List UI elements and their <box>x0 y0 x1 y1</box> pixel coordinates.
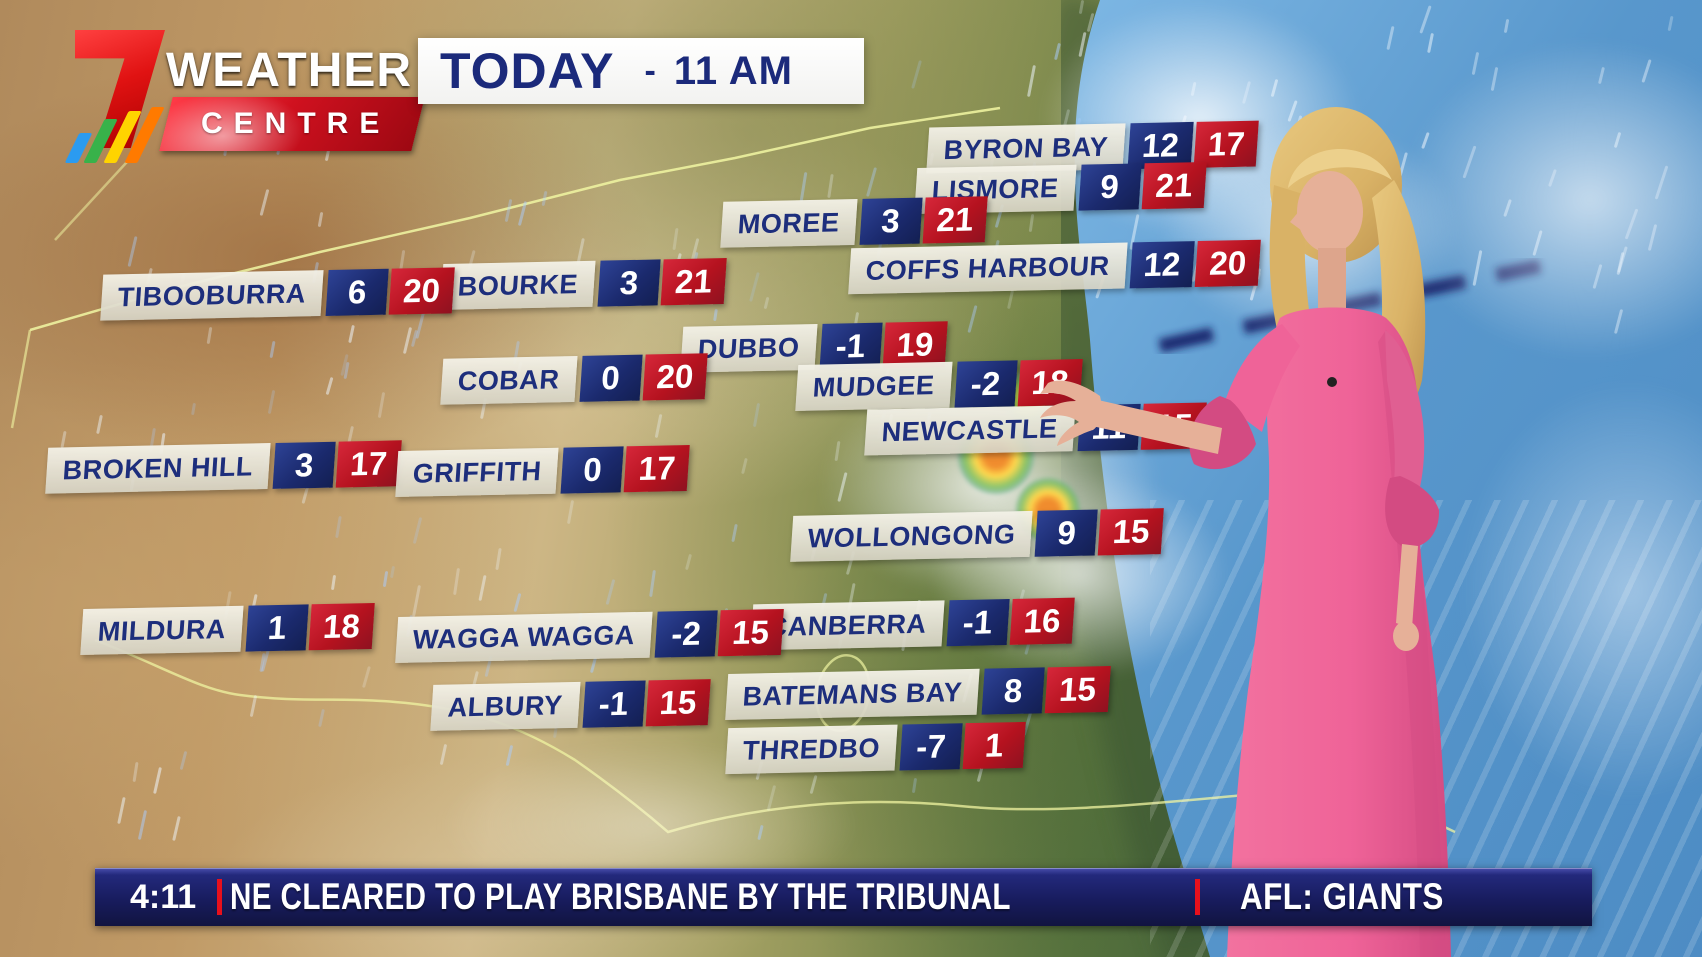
station-name: TIBOOBURRA <box>100 270 324 321</box>
ticker-headline: NE CLEARED TO PLAY BRISBANE BY THE TRIBU… <box>230 876 1011 917</box>
station-wagga-wagga: WAGGA WAGGA -2 15 <box>395 608 784 664</box>
station-max-temp: 20 <box>1194 239 1261 288</box>
station-newcastle: NEWCASTLE 11 15 <box>864 402 1207 456</box>
station-min-temp: 1 <box>245 604 309 652</box>
station-griffith: GRIFFITH 0 17 <box>395 444 690 498</box>
station-max-temp: 1 <box>962 721 1026 770</box>
station-cobar: COBAR 0 20 <box>440 353 708 405</box>
station-broken-hill: BROKEN HILL 3 17 <box>45 440 402 494</box>
station-max-temp: 15 <box>717 608 784 657</box>
station-max-temp: 15 <box>1141 402 1207 450</box>
station-min-temp: 3 <box>597 259 661 307</box>
station-max-temp: 16 <box>1009 597 1076 645</box>
logo-weather-text: WEATHER <box>166 44 413 97</box>
station-min-temp: 3 <box>272 441 336 489</box>
station-name: MUDGEE <box>795 361 953 411</box>
station-min-temp: 9 <box>1078 163 1142 211</box>
station-coffs-harbour: COFFS HARBOUR 12 20 <box>848 239 1261 295</box>
station-max-temp: 21 <box>1141 161 1207 210</box>
station-name: MOREE <box>720 198 858 248</box>
station-max-temp: 20 <box>642 353 708 401</box>
forecast-time-label: 11 AM <box>673 48 793 93</box>
forecast-time-banner: TODAY - 11 AM <box>418 38 864 104</box>
station-thredbo: THREDBO -7 1 <box>725 721 1026 775</box>
ticker-red-separator <box>1195 879 1200 915</box>
station-name: COFFS HARBOUR <box>848 242 1128 295</box>
station-name: BROKEN HILL <box>45 443 271 494</box>
forecast-day-label: TODAY <box>440 43 615 99</box>
station-min-temp: -2 <box>654 610 718 658</box>
station-tibooburra: TIBOOBURRA 6 20 <box>100 267 455 321</box>
station-max-temp: 15 <box>1098 508 1165 556</box>
station-max-temp: 17 <box>624 444 690 493</box>
station-batemans-bay: BATEMANS BAY 8 15 <box>725 666 1111 720</box>
station-min-temp: -7 <box>899 723 963 771</box>
station-name: NEWCASTLE <box>864 405 1076 456</box>
station-min-temp: 9 <box>1035 509 1099 557</box>
station-name: WAGGA WAGGA <box>395 611 653 664</box>
station-min-temp: 0 <box>560 446 625 494</box>
station-min-temp: -2 <box>954 360 1018 408</box>
station-max-temp: 15 <box>645 679 711 727</box>
station-moree: MOREE 3 21 <box>720 196 988 248</box>
station-max-temp: 21 <box>660 258 727 306</box>
station-min-temp: 8 <box>981 667 1045 715</box>
station-min-temp: 3 <box>858 197 923 245</box>
station-mudgee: MUDGEE -2 18 <box>795 359 1083 411</box>
station-min-temp: -1 <box>946 599 1010 647</box>
station-max-temp: 17 <box>1193 120 1260 168</box>
ticker-sport-tag: AFL: GIANTS <box>1240 876 1444 917</box>
forecast-dash: - <box>644 51 656 90</box>
station-min-temp: 0 <box>578 354 643 402</box>
station-bourke: BOURKE 3 21 <box>440 258 727 310</box>
news-ticker-bar: 4:11 NE CLEARED TO PLAY BRISBANE BY THE … <box>95 868 1592 926</box>
station-name: BATEMANS BAY <box>725 668 980 720</box>
station-max-temp: 18 <box>308 602 375 651</box>
station-mildura: MILDURA 1 18 <box>80 602 375 656</box>
station-canberra: CANBERRA -1 16 <box>750 597 1076 651</box>
station-min-temp: 11 <box>1077 403 1142 452</box>
station-max-temp: 21 <box>922 196 988 244</box>
station-max-temp: 20 <box>388 267 455 315</box>
station-name: COBAR <box>440 355 578 405</box>
station-name: MILDURA <box>80 605 244 656</box>
ticker-clock: 4:11 <box>130 877 197 916</box>
station-max-temp: 18 <box>1017 359 1083 407</box>
station-max-temp: 17 <box>335 440 402 488</box>
station-albury: ALBURY -1 15 <box>430 679 711 731</box>
ticker-red-separator <box>217 879 222 915</box>
station-name: BOURKE <box>440 260 596 310</box>
station-name: THREDBO <box>725 724 898 775</box>
station-name: WOLLONGONG <box>790 510 1034 562</box>
station-name: ALBURY <box>430 681 581 731</box>
station-max-temp: 15 <box>1044 666 1111 714</box>
station-min-temp: -1 <box>581 680 646 728</box>
station-min-temp: 6 <box>325 268 389 316</box>
station-wollongong: WOLLONGONG 9 15 <box>790 508 1165 562</box>
station-min-temp: 12 <box>1129 241 1195 289</box>
station-name: GRIFFITH <box>395 447 560 498</box>
